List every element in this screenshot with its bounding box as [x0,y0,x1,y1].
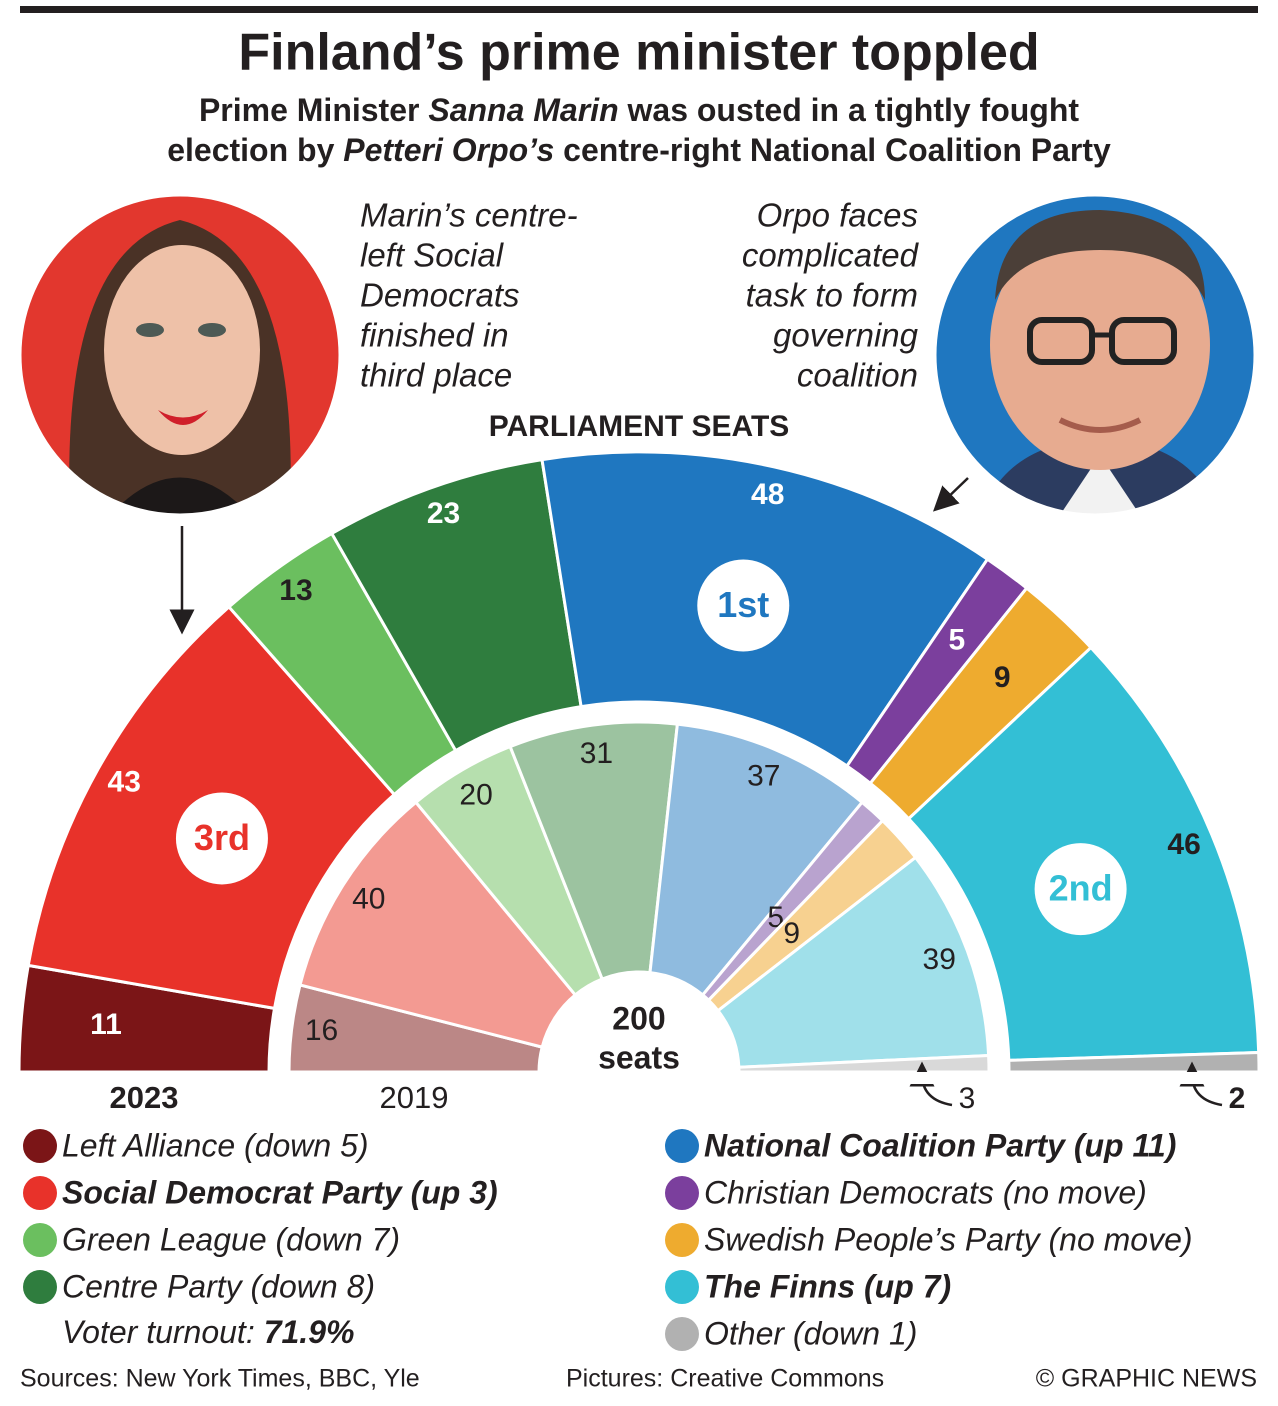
annotation: complicated [742,237,920,274]
annotation: Democrats [360,277,520,314]
rank-label: 1st [717,584,769,625]
footer-credit: © GRAPHIC NEWS [1036,1365,1257,1393]
seat-label: 3 [959,1082,976,1115]
photo-orpo [935,195,1255,515]
seat-label: 46 [1167,828,1200,861]
annotation: Orpo faces [757,197,918,234]
seat-label: 11 [90,1008,122,1041]
seat-segment [648,722,865,998]
seat-label: 43 [108,766,141,799]
legend-label: The Finns (up 7) [704,1268,951,1304]
rank-label: 2nd [1049,868,1113,909]
seat-label: 37 [747,759,780,792]
seat-label: 20 [459,778,492,811]
legend-swatch [23,1223,57,1257]
top-rule [20,6,1258,13]
arrow [932,477,969,512]
total-seats: 200 [612,1000,665,1036]
legend-swatch [23,1270,57,1304]
legend-swatch [665,1223,699,1257]
legend-label: National Coalition Party (up 11) [704,1127,1176,1163]
legend-swatch [665,1129,699,1163]
subtitle-part: centre-right National Coalition Party [554,132,1111,168]
ring-label: 2023 [110,1080,179,1115]
subtitle-part: Prime Minister [199,92,428,128]
seat-label: 40 [352,882,385,915]
rank-label: 3rd [194,817,250,858]
rank-badge [175,792,268,885]
base-mask [0,1072,1278,1084]
subtitle-part: Sanna Marin [428,92,618,128]
title: Finland’s prime minister toppled [238,24,1039,82]
subtitle-part: election by [167,132,343,168]
turnout-label: Voter turnout: [62,1314,255,1350]
legend-label: Left Alliance (down 5) [62,1127,369,1163]
footer-sources: Sources: New York Times, BBC, Yle [20,1365,420,1393]
seat-segment [508,720,680,981]
legend-label: Social Democrat Party (up 3) [62,1174,498,1210]
seat-segment [715,855,991,1069]
seat-segment [298,800,578,1049]
legend-label: Centre Party (down 8) [62,1268,375,1304]
turnout-value: 71.9% [264,1314,355,1350]
seat-label: 2 [1229,1082,1246,1115]
photo-marin [20,195,340,515]
seat-label: 39 [923,943,956,976]
subtitle-part: was ousted in a tightly fought [619,92,1080,128]
rank-badge [697,559,790,652]
seat-label: 48 [751,478,784,511]
legend-label: Swedish People’s Party (no move) [704,1221,1193,1257]
seat-label: 9 [994,661,1011,694]
annotation: Marin’s centre- [360,197,578,234]
seat-label: 5 [949,624,966,657]
annotation: coalition [797,357,918,394]
seat-label: 13 [279,574,312,607]
footer-pictures: Pictures: Creative Commons [566,1365,884,1393]
legend-swatch [23,1129,57,1163]
subtitle: Prime Minister Sanna Marin was ousted in… [199,92,1079,128]
subtitle: election by Petteri Orpo’s centre-right … [167,132,1111,168]
annotation: left Social [360,237,505,274]
turnout: Voter turnout: 71.9% [62,1314,354,1350]
annotation: third place [360,357,512,394]
legend-swatch [665,1317,699,1351]
legend-swatch [23,1176,57,1210]
seat-label: 9 [783,917,800,950]
rank-badge [1034,843,1127,936]
ring-label: 2019 [380,1080,449,1115]
annotation: finished in [360,317,509,354]
photo-frame [18,193,342,517]
subtitle-part: Petteri Orpo’s [343,132,554,168]
section-title: PARLIAMENT SEATS [489,410,790,443]
legend-swatch [665,1270,699,1304]
legend-label: Green League (down 7) [62,1221,400,1257]
annotation: governing [773,317,919,354]
legend-swatch [665,1176,699,1210]
photo-frame [933,193,1257,517]
legend-label: Other (down 1) [704,1315,917,1351]
seat-label: 16 [305,1014,338,1047]
seat-label: 31 [580,737,613,770]
legend-label: Christian Democrats (no move) [704,1174,1147,1210]
seat-label: 23 [427,497,460,530]
annotation: task to form [746,277,918,314]
total-label: seats [598,1039,680,1075]
